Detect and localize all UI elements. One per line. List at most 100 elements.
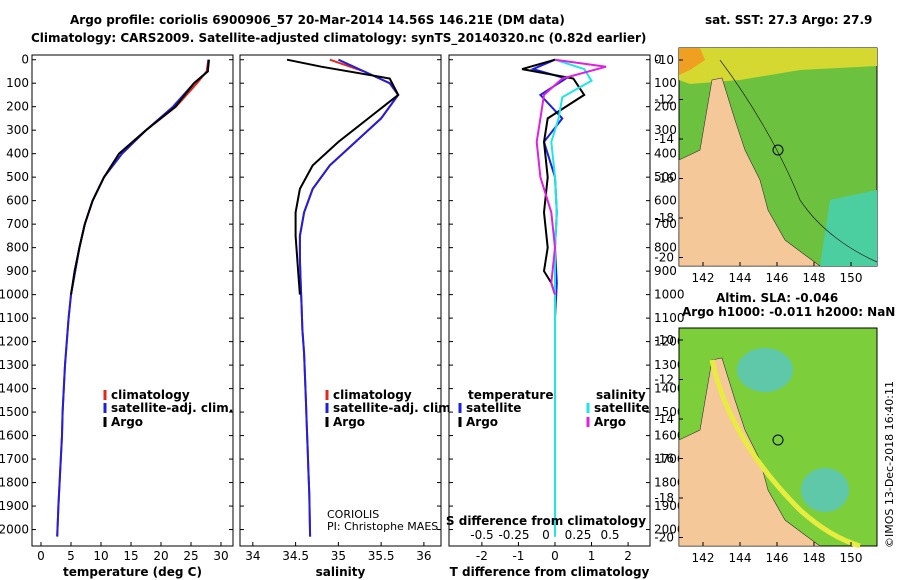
y-tick-label-right: 100: [654, 76, 677, 90]
y-tick-label-right: 1900: [654, 499, 685, 513]
y-tick-label: 300: [6, 123, 29, 137]
y-tick-label: 1800: [0, 476, 29, 490]
sst-map-title: sat. SST: 27.3 Argo: 27.9: [705, 13, 872, 27]
sst-contour: [719, 59, 878, 263]
credit-text: ©IMOS 13-Dec-2018 16:40:11: [883, 381, 896, 548]
sla-low-2: [801, 468, 849, 512]
map-y-tick-label: -20: [654, 531, 674, 545]
y-tick-label-right: 900: [654, 264, 677, 278]
y-tick-label: 0: [21, 53, 29, 67]
y-tick-label-right: 2000: [654, 523, 685, 537]
series-line-argo: [70, 59, 210, 295]
x-tick-label: 35: [331, 549, 346, 563]
y-tick-label: 1900: [0, 499, 29, 513]
map-x-tick-label: 144: [729, 271, 752, 285]
salinity-panel: 34 34.5 35 35.5 36 salinity climatologysatelli…: [239, 54, 455, 579]
legend-label: satellite: [594, 401, 649, 415]
y-tick-label: 600: [6, 194, 29, 208]
y-tick-label: 1100: [0, 311, 29, 325]
series-line-salinity-satellite: [550, 58, 593, 537]
y-tick-label-right: 1200: [654, 335, 685, 349]
x-axis-label: salinity: [316, 565, 366, 579]
map-y-tick-label: -16: [654, 172, 674, 186]
y-tick-label-right: 1800: [654, 476, 685, 490]
x-tick-label: 36: [416, 549, 431, 563]
legend-label: satellite-adj. clim.: [333, 401, 455, 415]
header-line2: Climatology: CARS2009. Satellite-adjuste…: [31, 31, 646, 46]
y-tick-label-right: 300: [654, 123, 677, 137]
x-tick-label: -1: [512, 549, 524, 563]
map-x-tick-label: 142: [692, 551, 715, 565]
sst-argo-marker: [772, 144, 784, 156]
map-x-tick-label: 146: [766, 271, 789, 285]
map-x-tick-label: 150: [840, 271, 863, 285]
header-line1: Argo profile: coriolis 6900906_57 20-Mar…: [70, 13, 565, 28]
legend-label: Argo: [111, 415, 143, 429]
map-y-tick-label: -20: [654, 251, 674, 265]
y-tick-label: 2000: [0, 523, 29, 537]
y-tick-label: 500: [6, 170, 29, 184]
y-tick-label: 1600: [0, 429, 29, 443]
map-y-tick-label: -10: [654, 53, 674, 67]
x2-tick-label: 0: [542, 528, 550, 542]
sst-cool-patch: [820, 190, 877, 266]
sst-warm-band: [679, 48, 877, 84]
x-tick-label: 34.5: [282, 549, 309, 563]
legend-title-temperature: temperature: [468, 388, 553, 402]
map-x-tick-label: 146: [766, 551, 789, 565]
legend-title-salinity: salinity: [596, 388, 646, 402]
x2-tick-label: -0.25: [498, 528, 529, 542]
plot-frame: [31, 54, 234, 547]
x-axis-label: T difference from climatology: [450, 565, 650, 579]
x-tick-label: 20: [153, 549, 168, 563]
x-tick-label: 2: [624, 549, 632, 563]
sla-coastal-band: [709, 359, 861, 549]
annotation-institution: CORIOLIS: [327, 508, 379, 521]
sla-map-title1: Altim. SLA: -0.046: [716, 291, 838, 305]
map-y-tick-label: -14: [654, 132, 674, 146]
x-tick-label: 30: [213, 549, 228, 563]
legend-label: satellite: [466, 401, 521, 415]
temperature-panel: 0100200300400500600700800900100011001200…: [0, 53, 234, 579]
y-tick-label: 1700: [0, 452, 29, 466]
legend-label: Argo: [466, 415, 498, 429]
y-tick-label-right: 200: [654, 100, 677, 114]
x2-tick-label: -0.5: [470, 528, 493, 542]
y-tick-label-right: 1400: [654, 382, 685, 396]
map-x-tick-label: 142: [692, 271, 715, 285]
y-tick-label-right: 1300: [654, 358, 685, 372]
x-tick-label: 5: [67, 549, 75, 563]
y-tick-label: 100: [6, 76, 29, 90]
plot-frame: [448, 54, 651, 547]
y-tick-label-right: 1600: [654, 429, 685, 443]
y-tick-label: 1400: [0, 382, 29, 396]
series-line-salinity-argo: [535, 58, 607, 295]
sla-map: Altim. SLA: -0.046 Argo h1000: -0.011 h2…: [678, 291, 895, 549]
x-tick-label: 35.5: [368, 549, 395, 563]
legend-label: Argo: [333, 415, 365, 429]
y-tick-label-right: 1100: [654, 311, 685, 325]
legend-label: climatology: [333, 388, 412, 402]
sst-map: sat. SST: 27.3 Argo: 27.9: [678, 13, 878, 267]
y-tick-label-right: 700: [654, 217, 677, 231]
y-tick-label: 1000: [0, 288, 29, 302]
x-tick-label: 0: [551, 549, 559, 563]
y-tick-label: 1300: [0, 358, 29, 372]
y-tick-label: 700: [6, 217, 29, 231]
y-tick-label: 1500: [0, 405, 29, 419]
y-tick-label-right: 800: [654, 241, 677, 255]
map-x-tick-label: 148: [803, 551, 826, 565]
x-tick-label: 10: [93, 549, 108, 563]
difference-panel: 0100200300400500600700800900100011001200…: [446, 53, 685, 579]
map-x-tick-label: 148: [803, 271, 826, 285]
x-tick-label: 34: [245, 549, 260, 563]
y-tick-label-right: 500: [654, 170, 677, 184]
map-y-tick-label: -12: [654, 373, 674, 387]
sst-hot-patch: [679, 48, 705, 75]
annotation-pi: PI: Christophe MAES: [327, 520, 438, 533]
x-tick-label: 0: [37, 549, 45, 563]
map-y-tick-label: -10: [654, 333, 674, 347]
x-tick-label: 15: [123, 549, 138, 563]
y-tick-label-right: 400: [654, 147, 677, 161]
